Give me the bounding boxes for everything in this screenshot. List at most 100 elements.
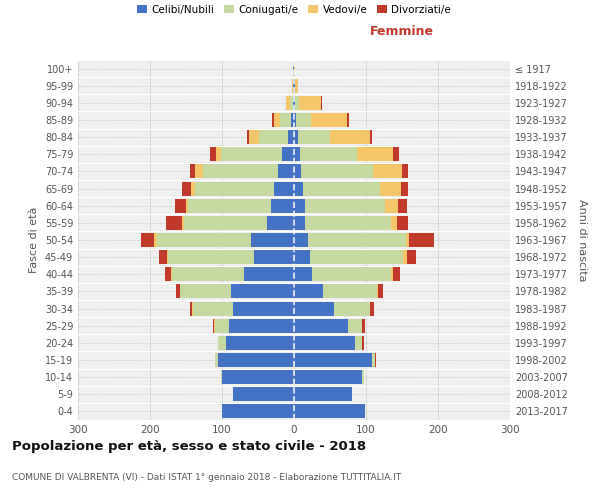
Bar	[372, 353, 376, 367]
Bar	[370, 302, 374, 316]
Bar	[254, 250, 294, 264]
Bar	[370, 130, 372, 144]
Bar	[362, 336, 364, 350]
Bar	[293, 78, 294, 92]
Bar	[334, 302, 370, 316]
Bar	[271, 198, 294, 212]
Bar	[167, 250, 168, 264]
Bar	[176, 284, 179, 298]
Bar	[330, 130, 370, 144]
Bar	[403, 250, 407, 264]
Bar	[218, 353, 294, 367]
Bar	[298, 130, 330, 144]
Bar	[397, 216, 408, 230]
Bar	[214, 318, 215, 332]
Bar	[392, 268, 400, 281]
Bar	[179, 284, 180, 298]
Bar	[311, 113, 347, 127]
Bar	[312, 268, 391, 281]
Bar	[196, 164, 203, 178]
Bar	[296, 113, 311, 127]
Bar	[391, 216, 397, 230]
Bar	[221, 148, 283, 162]
Bar	[293, 62, 294, 76]
Bar	[165, 268, 171, 281]
Bar	[233, 302, 294, 316]
Bar	[294, 268, 312, 281]
Bar	[194, 182, 274, 196]
Bar	[212, 318, 214, 332]
Bar	[362, 318, 365, 332]
Bar	[203, 164, 278, 178]
Bar	[299, 96, 320, 110]
Bar	[305, 198, 385, 212]
Bar	[191, 182, 194, 196]
Bar	[294, 182, 302, 196]
Bar	[266, 216, 294, 230]
Bar	[221, 370, 222, 384]
Bar	[294, 284, 323, 298]
Bar	[247, 130, 248, 144]
Bar	[401, 182, 408, 196]
Bar	[272, 113, 274, 127]
Y-axis label: Fasce di età: Fasce di età	[29, 207, 39, 273]
Bar	[229, 318, 294, 332]
Bar	[394, 148, 399, 162]
Bar	[294, 130, 298, 144]
Bar	[347, 113, 349, 127]
Bar	[294, 62, 295, 76]
Bar	[301, 164, 373, 178]
Bar	[274, 182, 294, 196]
Bar	[186, 198, 188, 212]
Bar	[385, 198, 398, 212]
Bar	[294, 96, 295, 110]
Bar	[294, 216, 305, 230]
Bar	[373, 164, 402, 178]
Bar	[380, 182, 401, 196]
Bar	[175, 198, 186, 212]
Bar	[391, 268, 392, 281]
Bar	[172, 268, 244, 281]
Bar	[157, 233, 251, 247]
Bar	[362, 370, 364, 384]
Bar	[295, 96, 299, 110]
Bar	[294, 318, 348, 332]
Bar	[226, 336, 294, 350]
Bar	[348, 318, 362, 332]
Bar	[294, 113, 296, 127]
Bar	[215, 353, 218, 367]
Text: COMUNE DI VALBRENTA (VI) - Dati ISTAT 1° gennaio 2018 - Elaborazione TUTTITALIA.: COMUNE DI VALBRENTA (VI) - Dati ISTAT 1°…	[12, 473, 401, 482]
Bar	[294, 78, 295, 92]
Bar	[218, 336, 226, 350]
Legend: Celibi/Nubili, Coniugati/e, Vedovi/e, Divorziati/e: Celibi/Nubili, Coniugati/e, Vedovi/e, Di…	[133, 0, 455, 18]
Bar	[280, 113, 291, 127]
Bar	[310, 250, 403, 264]
Bar	[355, 336, 362, 350]
Bar	[305, 216, 391, 230]
Bar	[409, 233, 434, 247]
Bar	[215, 148, 221, 162]
Bar	[294, 164, 301, 178]
Text: Femmine: Femmine	[370, 26, 434, 38]
Bar	[300, 148, 358, 162]
Bar	[286, 96, 290, 110]
Bar	[154, 233, 157, 247]
Bar	[222, 370, 294, 384]
Bar	[377, 284, 383, 298]
Bar	[230, 284, 294, 298]
Bar	[210, 148, 215, 162]
Bar	[323, 284, 377, 298]
Bar	[293, 96, 294, 110]
Bar	[274, 113, 280, 127]
Bar	[182, 182, 191, 196]
Bar	[294, 148, 300, 162]
Bar	[251, 233, 294, 247]
Bar	[294, 302, 334, 316]
Bar	[402, 164, 408, 178]
Bar	[294, 336, 355, 350]
Bar	[168, 250, 254, 264]
Bar	[294, 198, 305, 212]
Bar	[233, 388, 294, 402]
Bar	[171, 268, 172, 281]
Bar	[166, 216, 182, 230]
